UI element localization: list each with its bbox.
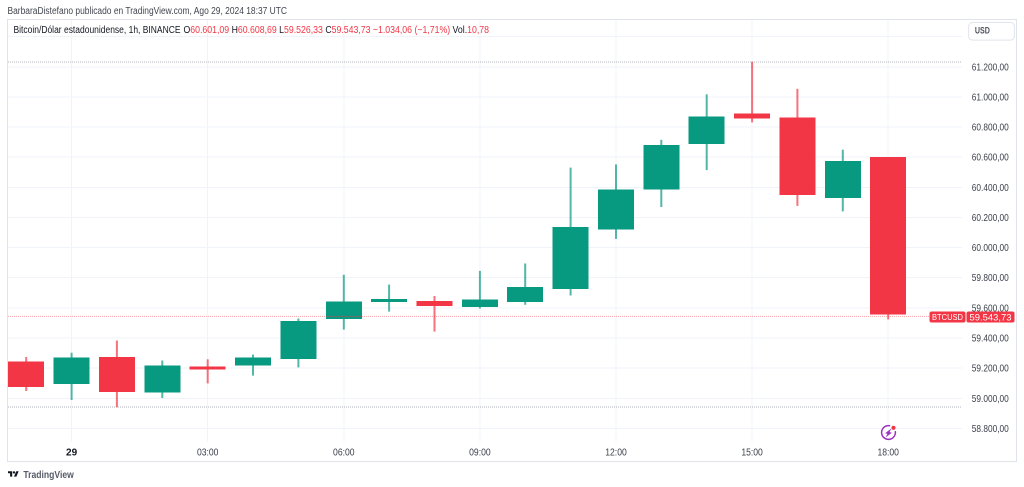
svg-text:USD: USD [975, 25, 990, 36]
svg-text:03:00: 03:00 [197, 448, 219, 459]
svg-text:59.000,00: 59.000,00 [972, 394, 1009, 405]
svg-text:15:00: 15:00 [741, 448, 763, 459]
svg-text:58.800,00: 58.800,00 [972, 424, 1009, 435]
svg-text:12:00: 12:00 [605, 448, 627, 459]
svg-text:60.600,00: 60.600,00 [972, 153, 1009, 164]
svg-text:BarbaraDistefano publicado en: BarbaraDistefano publicado en TradingVie… [8, 6, 288, 17]
svg-text:60.800,00: 60.800,00 [972, 123, 1009, 134]
svg-text:18:00: 18:00 [877, 448, 899, 459]
svg-text:TradingView: TradingView [23, 469, 74, 481]
svg-text:O60.601,09 H60.608,69 L59.52: O60.601,09 H60.608,69 L59.526,33 C59.543… [184, 25, 490, 36]
svg-text:29: 29 [66, 448, 78, 459]
svg-text:59.200,00: 59.200,00 [972, 364, 1009, 375]
svg-text:60.400,00: 60.400,00 [972, 183, 1009, 194]
svg-text:59.600,00: 59.600,00 [972, 303, 1009, 314]
svg-text:61.000,00: 61.000,00 [972, 92, 1009, 103]
svg-text:59.800,00: 59.800,00 [972, 273, 1009, 284]
svg-text:59.543,73: 59.543,73 [970, 313, 1012, 324]
svg-text:60.200,00: 60.200,00 [972, 213, 1009, 224]
svg-text:59.400,00: 59.400,00 [972, 334, 1009, 345]
svg-text:Bitcoin/Dólar estadounidense,: Bitcoin/Dólar estadounidense, 1h, BINANC… [14, 25, 181, 36]
svg-text:09:00: 09:00 [469, 448, 491, 459]
svg-text:61.200,00: 61.200,00 [972, 62, 1009, 73]
svg-text:60.000,00: 60.000,00 [972, 243, 1009, 254]
svg-text:06:00: 06:00 [333, 448, 355, 459]
svg-text:BTCUSD: BTCUSD [932, 313, 963, 322]
